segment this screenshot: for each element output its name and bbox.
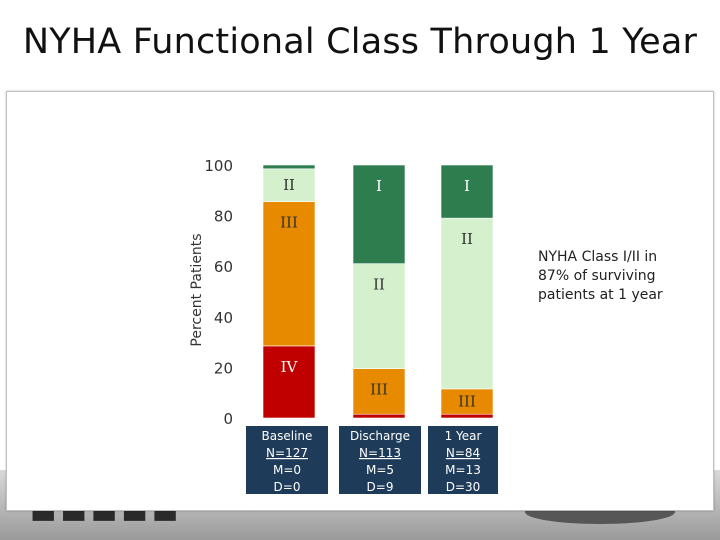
segment-label: I [376,177,382,195]
bar-segment [440,217,494,390]
category-note: D=9 [367,480,394,494]
segment-label: II [461,230,473,248]
segment-label: II [283,176,295,194]
bar-segment [262,164,316,170]
segment-label: III [458,393,476,411]
bar-segment [440,413,494,419]
bar-segment [352,164,406,264]
y-axis-label: Percent Patients [189,233,205,346]
annotation-note: NYHA Class I/II in 87% of surviving pati… [538,249,663,303]
bar-segment [262,201,316,347]
category-label: Baseline [262,429,313,443]
category-note: M=0 [273,463,301,477]
segment-label: III [370,381,388,399]
y-tick-label: 20 [214,359,233,377]
y-tick-label: 40 [214,309,233,327]
category-note: M=13 [445,463,481,477]
y-tick-label: 80 [214,208,233,226]
bar-segment [352,413,406,419]
category-note: N=113 [359,446,401,460]
segment-label: IV [281,358,299,376]
category-label: Discharge [350,429,410,443]
segment-label: II [373,276,385,294]
category-box [246,426,328,494]
bar-segment [352,263,406,369]
bar-segment [440,164,494,219]
category-note: M=5 [366,463,394,477]
category-note: N=127 [266,446,308,460]
category-note: D=0 [274,480,301,494]
y-tick-label: 0 [223,410,233,428]
category-box [339,426,421,494]
category-note: N=84 [446,446,480,460]
bar-segment [440,388,494,415]
page-title: NYHA Functional Class Through 1 Year [22,22,698,62]
bar-segment [262,345,316,419]
bar-segment [262,168,316,202]
category-label: 1 Year [445,429,482,443]
category-note: D=30 [446,480,481,494]
category-box [428,426,498,494]
segment-label: I [464,177,470,195]
y-tick-label: 60 [214,258,233,276]
y-tick-label: 100 [204,157,233,175]
segment-label: III [280,214,298,232]
